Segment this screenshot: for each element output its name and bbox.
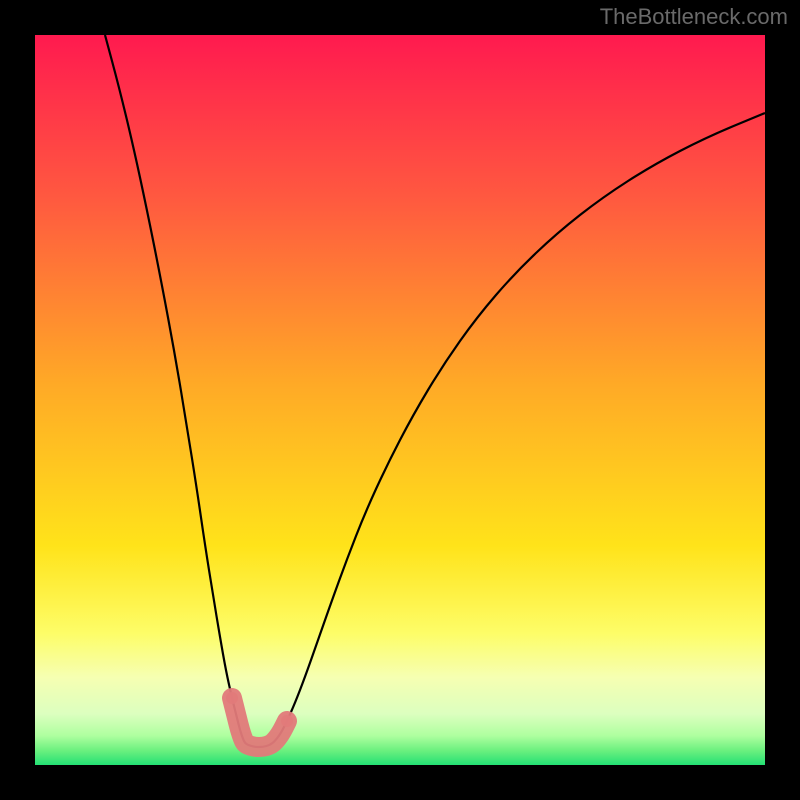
marker-dot [226, 692, 238, 704]
chart-svg [35, 35, 765, 765]
marker-dot [281, 715, 293, 727]
bottleneck-curve [105, 35, 765, 747]
plot-area [35, 35, 765, 765]
attribution-text: TheBottleneck.com [600, 4, 788, 30]
bottom-marker-path [232, 698, 287, 747]
